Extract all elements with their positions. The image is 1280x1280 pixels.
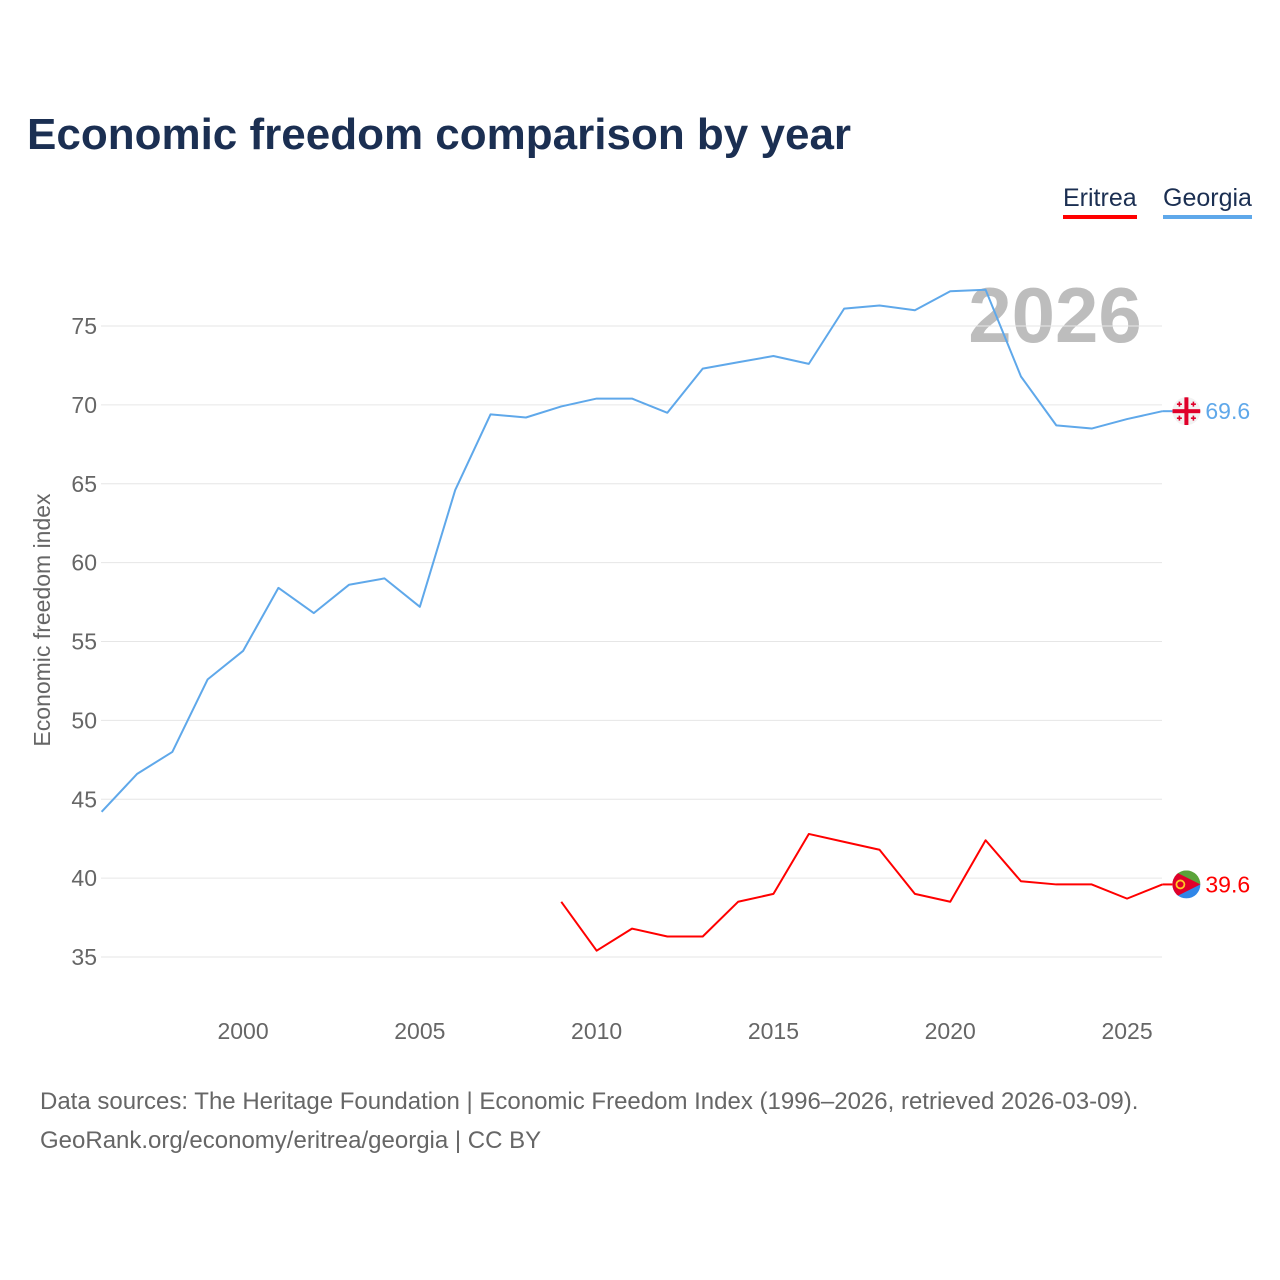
georgia-flag-icon [1172, 397, 1201, 426]
y-tick-label: 60 [71, 550, 97, 576]
y-tick-label: 65 [71, 471, 97, 497]
footer-link[interactable]: GeoRank.org/economy/eritrea/georgia | CC… [40, 1127, 542, 1154]
x-tick-label: 2015 [748, 1018, 799, 1044]
y-tick-label: 40 [71, 865, 97, 891]
x-tick-label: 2005 [394, 1018, 445, 1044]
x-tick-label: 2000 [217, 1018, 268, 1044]
legend-item-eritrea[interactable]: Eritrea [1063, 184, 1137, 219]
year-watermark: 2026 [968, 271, 1142, 359]
series-line-eritrea [560, 832, 1163, 952]
x-tick-label: 2010 [571, 1018, 622, 1044]
eritrea-flag-icon [1172, 870, 1201, 899]
series-line-georgia [100, 288, 1163, 813]
y-tick-label: 45 [71, 786, 97, 812]
chart-title: Economic freedom comparison by year [27, 110, 852, 159]
x-tick-label: 2025 [1101, 1018, 1152, 1044]
y-tick-label: 75 [71, 313, 97, 339]
y-tick-label: 50 [71, 707, 97, 733]
y-tick-label: 35 [71, 944, 97, 970]
x-tick-label: 2020 [925, 1018, 976, 1044]
y-tick-label: 70 [71, 392, 97, 418]
legend-item-georgia[interactable]: Georgia [1163, 184, 1252, 219]
footer-sources: Data sources: The Heritage Foundation | … [40, 1088, 1139, 1115]
y-tick-label: 55 [71, 629, 97, 655]
y-axis-label: Economic freedom index [29, 493, 55, 747]
end-value-label-eritrea: 39.6 [1205, 871, 1250, 897]
end-value-label-georgia: 69.6 [1205, 398, 1250, 424]
